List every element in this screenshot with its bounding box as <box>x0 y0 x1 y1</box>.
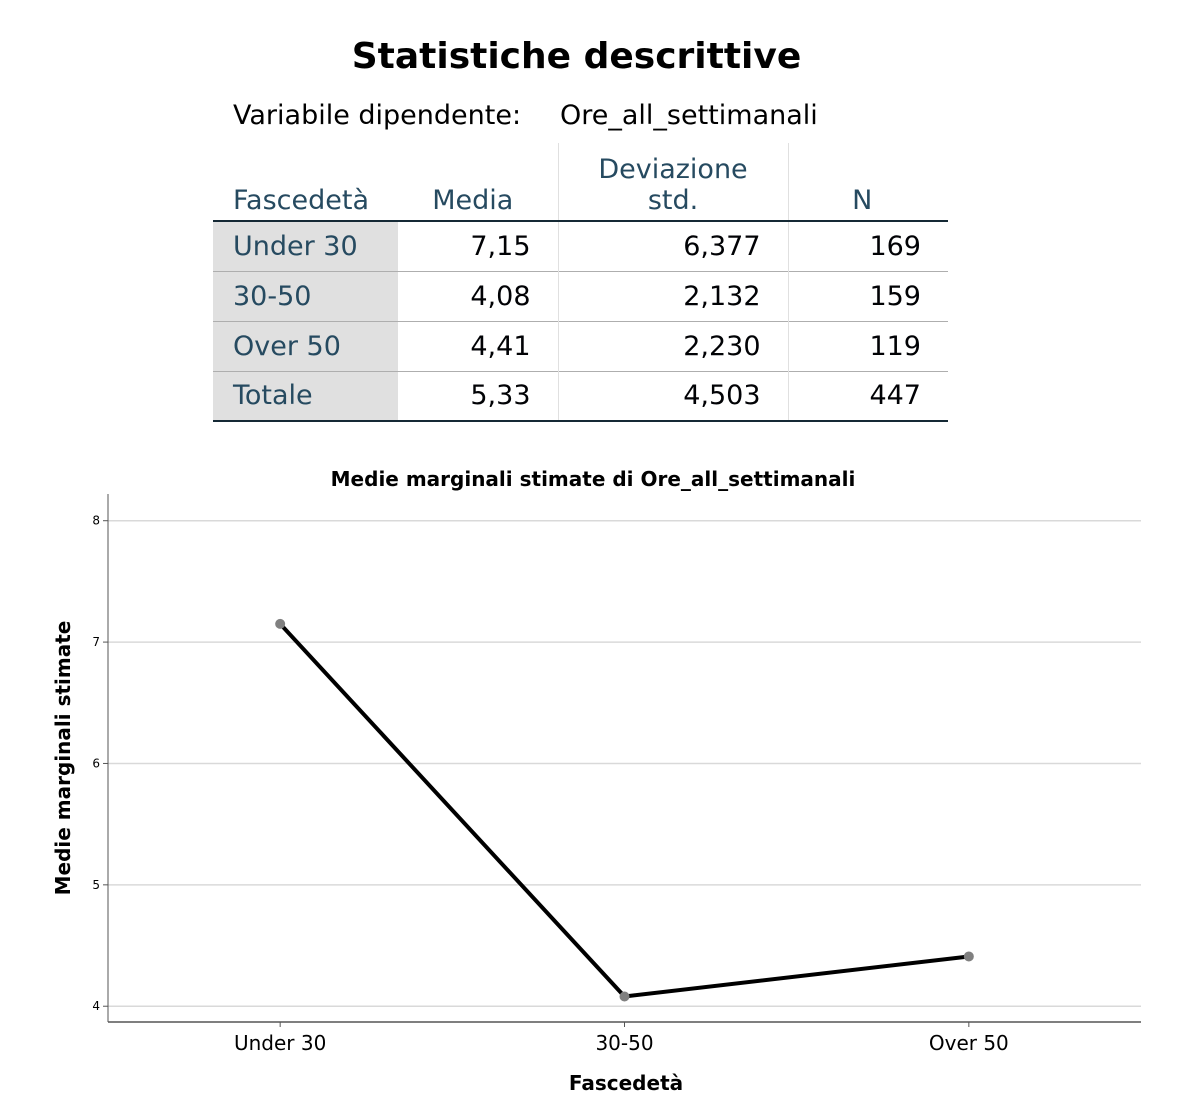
table-row: Under 30 7,15 6,377 169 <box>213 220 948 271</box>
table-row: 30-50 4,08 2,132 159 <box>213 270 948 321</box>
cell-sd: 6,377 <box>557 220 788 271</box>
x-tick-label: Over 50 <box>929 1031 1009 1055</box>
header-sd-line2: std. <box>647 185 699 216</box>
table-header-row: Fascedetà Media Deviazione std. N <box>213 143 948 221</box>
x-tick-label: 30-50 <box>595 1031 653 1055</box>
data-point <box>619 991 630 1002</box>
chart-grid <box>108 519 1141 1007</box>
header-sd-line1: Deviazione <box>598 154 748 185</box>
table-title: Statistiche descrittive <box>351 36 802 77</box>
table-row: Totale 5,33 4,503 447 <box>213 370 948 422</box>
y-tick-label: 6 <box>92 756 100 770</box>
cell-sd: 4,503 <box>557 370 788 422</box>
chart-axes <box>107 494 1141 1023</box>
cell-n: 119 <box>787 320 948 371</box>
dependent-variable-label: Variabile dipendente: <box>233 100 522 131</box>
cell-sd: 2,132 <box>557 270 788 321</box>
data-point <box>275 618 286 629</box>
y-tick-label: 4 <box>92 999 100 1013</box>
header-n: N <box>787 143 948 221</box>
y-axis-label: Medie marginali stimate <box>51 621 75 896</box>
table-row: Over 50 4,41 2,230 119 <box>213 320 948 371</box>
cell-mean: 4,08 <box>398 270 558 321</box>
row-label: 30-50 <box>213 270 398 321</box>
series-line <box>278 622 970 999</box>
header-group: Fascedetà <box>233 185 370 216</box>
cell-mean: 5,33 <box>398 370 558 422</box>
x-ticks: Under 30 30-50 Over 50 <box>234 1022 1009 1055</box>
x-axis-label: Fascedetà <box>569 1071 683 1095</box>
chart-title: Medie marginali stimate di Ore_all_setti… <box>331 467 856 491</box>
header-mean: Media <box>432 185 514 216</box>
marginal-means-chart: Medie marginali stimate di Ore_all_setti… <box>51 467 1141 1095</box>
row-label: Over 50 <box>213 320 398 371</box>
y-tick-label: 8 <box>92 514 100 528</box>
x-tick-label: Under 30 <box>234 1031 326 1055</box>
row-label: Under 30 <box>213 220 398 271</box>
cell-n: 169 <box>787 220 948 271</box>
descriptive-stats-table: Fascedetà Media Deviazione std. N Under … <box>213 143 948 422</box>
chart-series <box>275 618 974 1002</box>
cell-n: 447 <box>787 370 948 422</box>
header-sd: Deviazione std. <box>557 143 788 221</box>
cell-n: 159 <box>787 270 948 321</box>
cell-sd: 2,230 <box>557 320 788 371</box>
row-label: Totale <box>213 370 398 422</box>
y-ticks: 4 5 6 7 8 <box>92 514 108 1013</box>
cell-mean: 7,15 <box>398 220 558 271</box>
y-tick-label: 7 <box>92 635 100 649</box>
dependent-variable-value: Ore_all_settimanali <box>560 100 818 131</box>
dependent-variable: Variabile dipendente: Ore_all_settimanal… <box>233 100 818 131</box>
y-tick-label: 5 <box>92 878 100 892</box>
cell-mean: 4,41 <box>398 320 558 371</box>
data-point <box>963 951 974 962</box>
